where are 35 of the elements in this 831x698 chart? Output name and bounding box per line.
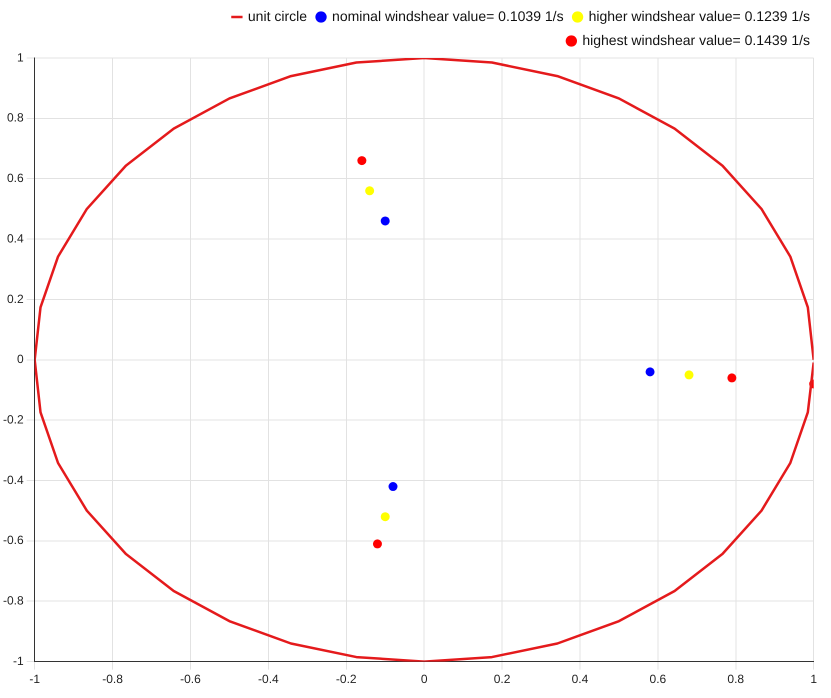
point	[380, 512, 390, 522]
x-tick-label: 0.8	[727, 672, 744, 686]
legend-label: nominal windshear value= 0.1039 1/s	[332, 8, 564, 24]
point	[372, 539, 382, 548]
x-tick-label: -0.8	[102, 672, 124, 686]
point	[380, 216, 390, 226]
point	[388, 482, 398, 492]
x-tick-label: -0.2	[336, 672, 357, 686]
point	[646, 367, 655, 376]
y-tick-label: -0.2	[2, 412, 24, 426]
legend-label: higher windshear value= 0.1239 1/s	[588, 8, 810, 24]
x-tick-label: 0.4	[572, 672, 589, 686]
y-tick-label: -0.8	[2, 594, 24, 608]
x-tick-label: 0	[420, 672, 428, 686]
point	[727, 373, 736, 382]
y-tick-label: -1	[13, 654, 24, 668]
y-tick-label: 0.4	[6, 231, 24, 246]
y-tick-label: -0.4	[2, 472, 24, 487]
y-tick-label: 0.6	[6, 171, 24, 186]
y-tick-label: 0.2	[6, 292, 24, 306]
y-tick-label: -0.6	[2, 533, 24, 548]
x-tick-label: 0.2	[494, 672, 511, 686]
x-tick-label: 0.6	[650, 672, 667, 686]
legend-label: unit circle	[248, 8, 308, 24]
x-tick-label: 1	[810, 672, 818, 686]
point	[357, 156, 366, 166]
legend-label: highest windshear value= 0.1439 1/s	[582, 32, 810, 48]
y-tick-label: 1	[16, 50, 24, 64]
x-tick-label: -1	[29, 672, 40, 686]
point	[365, 186, 374, 196]
y-tick-label: 0.8	[6, 110, 24, 125]
point	[684, 370, 694, 380]
y-tick-label: 0	[16, 352, 24, 366]
x-tick-label: -0.4	[258, 672, 280, 686]
x-tick-label: -0.6	[180, 672, 202, 686]
